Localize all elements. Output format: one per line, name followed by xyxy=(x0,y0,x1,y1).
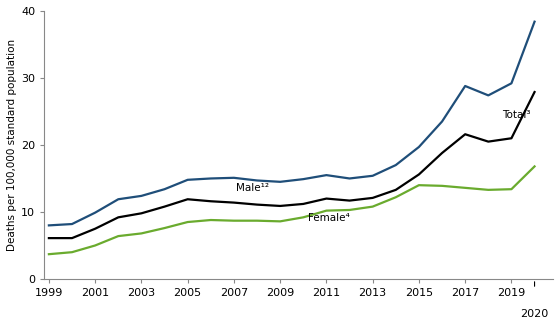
Text: 2020: 2020 xyxy=(520,309,549,319)
Y-axis label: Deaths per 100,000 standard population: Deaths per 100,000 standard population xyxy=(7,39,17,251)
Text: Total³: Total³ xyxy=(502,110,531,120)
Text: Male¹²: Male¹² xyxy=(236,183,269,193)
Text: Female⁴: Female⁴ xyxy=(308,213,349,223)
